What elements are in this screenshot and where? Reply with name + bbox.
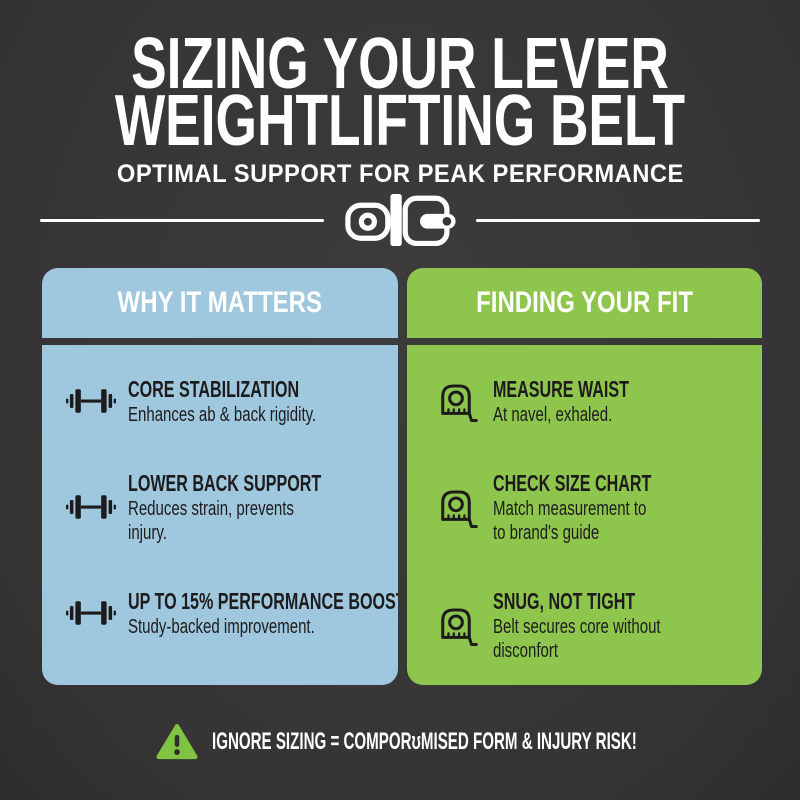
list-item: LOWER BACK SUPPORT Reduces strain, preve… — [66, 469, 390, 545]
page-title: SIZING YOUR LEVER WEIGHTLIFTING BELT — [0, 24, 800, 161]
item-desc: Match measurement to to brand's guide — [492, 498, 646, 544]
list-item: CHECK SIZE CHART Match measurement to to… — [431, 469, 755, 545]
item-title: CHECK SIZE CHART — [492, 470, 651, 496]
card-why-it-matters-title: WHY IT MATTERS — [117, 286, 322, 319]
dumbbell-icon — [66, 385, 116, 417]
card-finding-your-fit-title: FINDING YOUR FIT — [475, 286, 693, 319]
item-title: SNUG, NOT TIGHT — [492, 588, 635, 614]
tape-measure-icon — [431, 482, 481, 532]
footer-warning: IGNORE SIZING = COMPORʊMISED FORM & INJU… — [0, 718, 800, 766]
page-title-line2: WEIGHTLIFTING BELT — [114, 81, 686, 161]
card-finding-your-fit-header: FINDING YOUR FIT — [406, 268, 762, 338]
dumbbell-icon — [66, 491, 116, 523]
page-subtitle: OPTIMAL SUPPORT FOR PEAK PERFORMANCE — [116, 160, 684, 188]
card-why-it-matters: WHY IT MATTERS — [42, 268, 398, 685]
card-why-it-matters-body: CORE STABILIZATION Enhances ab & back ri… — [42, 345, 398, 685]
divider-line-left — [40, 218, 324, 222]
list-item: UP TO 15% PERFORMANCE BOOST Study-backed… — [66, 587, 398, 639]
content-columns: WHY IT MATTERS — [42, 268, 762, 685]
warning-triangle-icon — [156, 723, 198, 761]
card-why-it-matters-header: WHY IT MATTERS — [42, 268, 398, 338]
item-desc: Reduces strain, prevents injury. — [128, 498, 294, 544]
item-title: UP TO 15% PERFORMANCE BOOST — [128, 588, 398, 614]
item-title: LOWER BACK SUPPORT — [128, 470, 322, 496]
item-desc: Study-backed improvement. — [128, 616, 315, 638]
item-desc: Belt secures core without disconfort — [492, 616, 661, 662]
item-desc: Enhances ab & back rigidity. — [128, 404, 317, 426]
divider — [40, 193, 760, 247]
item-title: MEASURE WAIST — [492, 376, 629, 402]
list-item: SNUG, NOT TIGHT Belt secures core withou… — [431, 587, 755, 663]
tape-measure-icon — [431, 376, 481, 426]
card-finding-your-fit-body: MEASURE WAIST At navel, exhaled. — [406, 345, 762, 685]
page-title-line1: SIZING YOUR LEVER — [131, 24, 669, 104]
divider-line-right — [476, 218, 760, 222]
list-item: CORE STABILIZATION Enhances ab & back ri… — [66, 375, 390, 427]
item-desc: At navel, exhaled. — [492, 404, 612, 426]
warning-text: IGNORE SIZING = COMPORʊMISED FORM & INJU… — [212, 728, 637, 755]
dumbbell-icon — [66, 597, 116, 629]
list-item: MEASURE WAIST At navel, exhaled. — [431, 375, 755, 427]
belt-buckle-icon — [342, 187, 458, 253]
item-title: CORE STABILIZATION — [128, 376, 300, 402]
tape-measure-icon — [431, 600, 481, 650]
card-finding-your-fit: FINDING YOUR FIT MEASURE WAIST At — [406, 268, 762, 685]
